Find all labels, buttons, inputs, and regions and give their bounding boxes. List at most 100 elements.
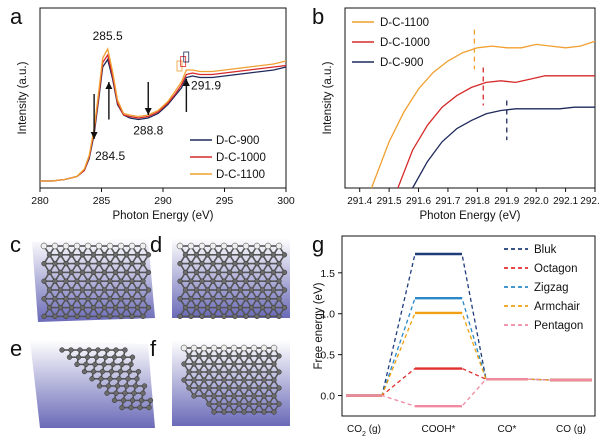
carbon-atom [90, 287, 97, 293]
carbon-atom [186, 353, 192, 359]
carbon-atom [85, 313, 91, 320]
carbon-atom [251, 409, 257, 415]
carbon-atom [181, 377, 187, 383]
carbon-atom [93, 354, 100, 360]
panel-b-legend-label: D-C-1000 [380, 37, 430, 49]
panel-a-legend-label: D-C-900 [216, 135, 259, 147]
carbon-atom [52, 313, 58, 320]
carbon-atom [140, 278, 146, 284]
carbon-atom [256, 385, 262, 391]
carbon-atom [237, 304, 244, 311]
panel-a-xtick-label: 280 [31, 195, 49, 207]
carbon-atom [135, 368, 142, 375]
hydrogen-atom [250, 344, 258, 352]
carbon-atom [140, 260, 146, 267]
carbon-atom [270, 304, 277, 311]
carbon-atom [105, 383, 112, 389]
carbon-atom [256, 353, 262, 359]
carbon-atom [248, 304, 255, 311]
carbon-atom [182, 304, 189, 311]
carbon-atom [226, 269, 233, 276]
carbon-atom [199, 260, 205, 267]
carbon-atom [236, 369, 242, 375]
carbon-atom [271, 409, 277, 415]
carbon-atom [101, 361, 107, 368]
carbon-atom [188, 313, 194, 320]
hydrogen-atom [190, 344, 198, 352]
carbon-atom [129, 260, 135, 267]
hydrogen-atom [210, 344, 218, 352]
carbon-atom [79, 252, 86, 258]
carbon-atom [211, 393, 217, 399]
panel-g-series-armchair-connector [346, 312, 592, 397]
carbon-atom [191, 361, 197, 367]
carbon-atom [265, 313, 271, 320]
carbon-atom [196, 385, 202, 391]
carbon-atom [101, 304, 108, 311]
carbon-atom [232, 313, 238, 320]
panel-a-legend-label: D-C-1000 [216, 152, 266, 164]
panel-g-category-label: CO2 (g) [347, 424, 381, 438]
carbon-atom [112, 252, 119, 258]
panel-a-zoom-box [180, 56, 187, 67]
carbon-atom [271, 377, 277, 383]
carbon-atom [236, 385, 242, 391]
carbon-atom [46, 287, 53, 293]
carbon-atom [211, 361, 217, 367]
hydrogen-atom [128, 242, 136, 250]
carbon-atom [261, 409, 267, 415]
panel-g-category-label: CO (g) [556, 424, 586, 435]
carbon-atom [101, 252, 108, 258]
carbon-atom [231, 393, 237, 399]
carbon-atom [266, 369, 272, 375]
carbon-atom [201, 361, 207, 367]
carbon-atom [196, 369, 202, 375]
carbon-atom [99, 368, 106, 375]
carbon-atom [210, 313, 216, 320]
carbon-atom [221, 278, 227, 284]
hydrogen-atom [139, 242, 147, 250]
carbon-atom [57, 252, 64, 258]
carbon-atom [129, 278, 135, 284]
panel-a-xtick-label: 285 [93, 195, 111, 207]
carbon-atom [265, 278, 271, 284]
hydrogen-atom [270, 344, 278, 352]
carbon-atom [52, 260, 58, 267]
carbon-atom [107, 260, 113, 267]
hydrogen-atom [253, 242, 261, 250]
carbon-atom [199, 278, 205, 284]
hydrogen-atom [84, 242, 92, 250]
carbon-atom [126, 368, 133, 375]
carbon-atom [129, 354, 136, 360]
panel-a-series-d-c-1100 [40, 47, 287, 182]
carbon-atom [261, 393, 267, 399]
carbon-atom [281, 252, 288, 258]
panel-g-series-octagon-connector [346, 367, 592, 397]
carbon-atom [231, 361, 237, 367]
carbon-atom [79, 269, 86, 276]
carbon-atom [74, 278, 80, 284]
panel-a-spectrum: 280 285 290 295 300 285.5 291.9 288.8 284.5 D-C… [17, 7, 295, 222]
hydrogen-atom [230, 344, 238, 352]
carbon-atom [145, 287, 152, 293]
panel-b-zoom: 291.4 291.5 291.6 291.7 291.8 291.9 292.0 292.1… [322, 7, 600, 222]
carbon-atom [117, 368, 124, 375]
panel-b-xtick-label: 292.0 [524, 196, 549, 207]
carbon-atom [254, 278, 260, 284]
structure-e-image [30, 340, 155, 428]
panel-a-arrow-head [144, 108, 152, 115]
carbon-atom [123, 287, 130, 293]
carbon-atom [46, 252, 53, 258]
carbon-atom [241, 377, 247, 383]
panel-label-g: g [312, 232, 324, 257]
carbon-atom [96, 260, 102, 267]
panel-g-legend-label: Bluk [534, 244, 557, 256]
carbon-atom [85, 296, 91, 302]
carbon-atom [90, 368, 97, 375]
panel-g-series-pentagon-connector [346, 378, 592, 407]
hydrogen-atom [106, 242, 114, 250]
carbon-atom [113, 347, 119, 353]
carbon-atom [236, 401, 242, 407]
panel-g-ytick-label: 0.5 [320, 350, 335, 362]
carbon-atom [276, 369, 282, 375]
